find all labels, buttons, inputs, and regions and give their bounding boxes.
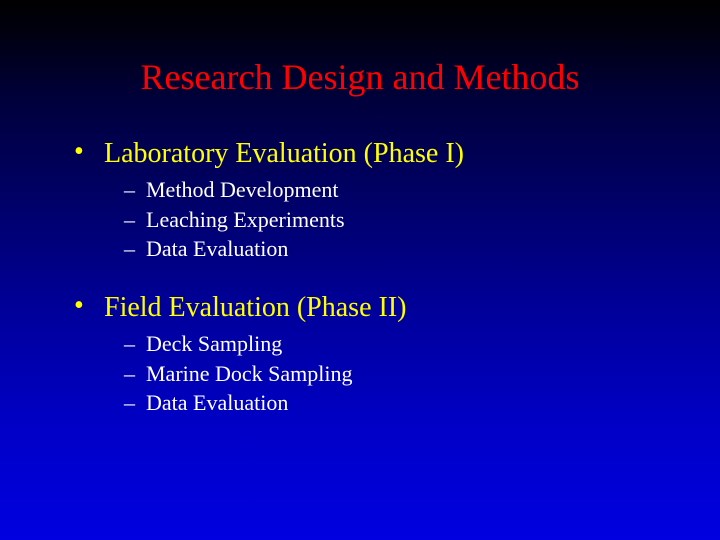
- section-heading: Laboratory Evaluation (Phase I): [104, 136, 464, 171]
- sub-item-text: Leaching Experiments: [146, 205, 345, 235]
- list-item: – Method Development: [124, 175, 650, 205]
- dash-icon: –: [124, 329, 146, 359]
- sub-item-text: Method Development: [146, 175, 338, 205]
- dash-icon: –: [124, 234, 146, 264]
- slide-content: • Laboratory Evaluation (Phase I) – Meth…: [70, 136, 650, 418]
- section-heading: Field Evaluation (Phase II): [104, 290, 406, 325]
- list-item: – Deck Sampling: [124, 329, 650, 359]
- sub-item-text: Marine Dock Sampling: [146, 359, 353, 389]
- sub-item-text: Data Evaluation: [146, 388, 288, 418]
- sub-list: – Method Development – Leaching Experime…: [74, 175, 650, 264]
- bullet-icon: •: [74, 138, 104, 166]
- section-phase2: • Field Evaluation (Phase II) – Deck Sam…: [74, 290, 650, 418]
- dash-icon: –: [124, 175, 146, 205]
- list-item: – Data Evaluation: [124, 234, 650, 264]
- list-item: – Data Evaluation: [124, 388, 650, 418]
- sub-item-text: Data Evaluation: [146, 234, 288, 264]
- dash-icon: –: [124, 359, 146, 389]
- slide: Research Design and Methods • Laboratory…: [0, 0, 720, 540]
- section-phase1: • Laboratory Evaluation (Phase I) – Meth…: [74, 136, 650, 264]
- dash-icon: –: [124, 388, 146, 418]
- list-item: – Marine Dock Sampling: [124, 359, 650, 389]
- dash-icon: –: [124, 205, 146, 235]
- sub-item-text: Deck Sampling: [146, 329, 282, 359]
- bullet-row: • Laboratory Evaluation (Phase I): [74, 136, 650, 171]
- slide-title: Research Design and Methods: [70, 56, 650, 98]
- list-item: – Leaching Experiments: [124, 205, 650, 235]
- bullet-row: • Field Evaluation (Phase II): [74, 290, 650, 325]
- bullet-icon: •: [74, 292, 104, 320]
- sub-list: – Deck Sampling – Marine Dock Sampling –…: [74, 329, 650, 418]
